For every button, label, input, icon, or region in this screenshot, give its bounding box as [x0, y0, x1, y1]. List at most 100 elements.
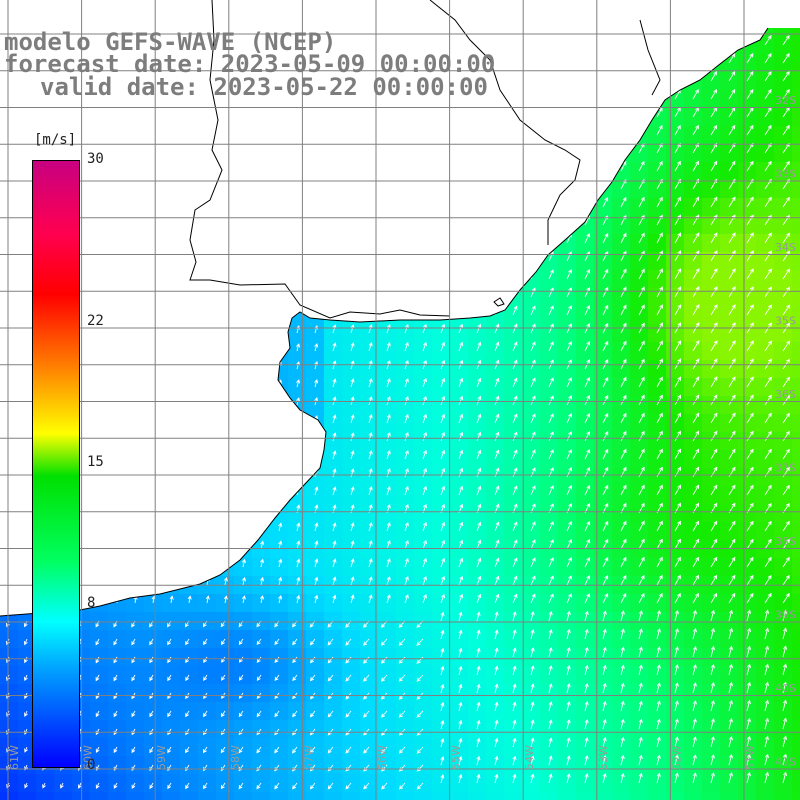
- wind-arrow: [530, 665, 535, 676]
- wind-arrow: [746, 286, 754, 298]
- field-cell: [702, 594, 721, 613]
- field-cell: [612, 594, 631, 613]
- field-cell: [522, 720, 541, 739]
- field-cell: [738, 432, 757, 451]
- field-cell: [756, 612, 775, 631]
- field-cell: [180, 594, 199, 613]
- wind-arrow: [656, 124, 663, 136]
- colorbar-tick-label: 22: [87, 312, 104, 329]
- field-cell: [684, 756, 703, 775]
- wind-arrow: [674, 664, 679, 676]
- field-cell: [360, 486, 379, 505]
- field-cell: [756, 756, 775, 775]
- wind-arrow: [167, 746, 172, 754]
- wind-arrow: [274, 674, 280, 682]
- wind-arrow: [530, 683, 535, 694]
- field-cell: [342, 324, 361, 343]
- field-cell: [324, 396, 343, 415]
- field-cell: [792, 90, 800, 109]
- wind-arrow: [620, 574, 627, 586]
- field-cell: [630, 162, 649, 181]
- field-cell: [738, 504, 757, 523]
- wind-arrow: [674, 700, 679, 712]
- wind-arrow: [638, 520, 645, 532]
- field-cell: [504, 666, 523, 685]
- wind-arrow: [327, 638, 334, 646]
- wind-arrow: [638, 250, 645, 262]
- field-cell: [630, 378, 649, 397]
- wind-arrow: [584, 268, 591, 280]
- field-cell: [720, 414, 739, 433]
- wind-arrow: [566, 287, 572, 298]
- wind-arrow: [746, 556, 754, 568]
- wind-arrow: [710, 160, 718, 172]
- wind-arrow: [656, 250, 663, 262]
- field-cell: [270, 558, 289, 577]
- field-cell: [684, 558, 703, 577]
- field-cell: [450, 450, 469, 469]
- field-cell: [684, 270, 703, 289]
- field-cell: [162, 594, 181, 613]
- wind-arrow: [24, 710, 28, 717]
- field-cell: [684, 252, 703, 271]
- field-cell: [756, 702, 775, 721]
- wind-arrow: [530, 628, 535, 640]
- wind-arrow: [512, 665, 517, 676]
- field-cell: [774, 90, 793, 109]
- field-cell: [792, 432, 800, 451]
- field-cell: [522, 756, 541, 775]
- wind-arrow: [710, 663, 715, 676]
- wind-arrow: [746, 771, 751, 784]
- field-cell: [720, 504, 739, 523]
- wind-arrow: [292, 782, 298, 790]
- wind-arrow: [602, 448, 609, 460]
- wind-arrow: [440, 467, 446, 478]
- wind-arrow: [728, 124, 736, 136]
- field-cell: [450, 756, 469, 775]
- wind-arrow: [530, 593, 536, 604]
- wind-arrow: [398, 656, 406, 664]
- field-cell: [666, 162, 685, 181]
- wind-arrow: [494, 575, 500, 586]
- wind-arrow: [584, 718, 589, 730]
- field-cell: [774, 234, 793, 253]
- field-cell: [540, 450, 559, 469]
- wind-arrow: [363, 674, 370, 682]
- wind-arrow: [314, 342, 319, 352]
- wind-arrow: [440, 647, 445, 658]
- wind-arrow: [363, 638, 370, 646]
- wind-arrow: [368, 594, 373, 604]
- wind-arrow: [638, 736, 643, 748]
- field-cell: [792, 792, 800, 800]
- field-cell: [540, 378, 559, 397]
- wind-arrow: [350, 558, 355, 568]
- wind-arrow: [692, 556, 699, 568]
- wind-arrow: [728, 538, 736, 550]
- field-cell: [738, 288, 757, 307]
- wind-arrow: [710, 448, 718, 460]
- field-cell: [684, 648, 703, 667]
- wind-arrow: [764, 592, 772, 604]
- wind-arrow: [368, 450, 373, 460]
- field-cell: [576, 468, 595, 487]
- field-cell: [594, 630, 613, 649]
- field-cell: [558, 486, 577, 505]
- wind-arrow: [674, 609, 679, 622]
- field-cell: [234, 792, 253, 800]
- field-cell: [702, 756, 721, 775]
- wind-arrow: [746, 592, 754, 604]
- field-cell: [630, 180, 649, 199]
- wind-arrow: [476, 557, 482, 568]
- field-cell: [666, 180, 685, 199]
- wind-arrow: [149, 710, 154, 718]
- field-cell: [486, 414, 505, 433]
- field-cell: [738, 72, 757, 91]
- wind-arrow: [638, 538, 645, 550]
- wind-arrow: [566, 539, 572, 550]
- field-cell: [756, 342, 775, 361]
- field-cell: [594, 486, 613, 505]
- field-cell: [540, 558, 559, 577]
- field-cell: [756, 108, 775, 127]
- wind-arrow: [728, 232, 736, 244]
- wind-arrow: [620, 610, 625, 622]
